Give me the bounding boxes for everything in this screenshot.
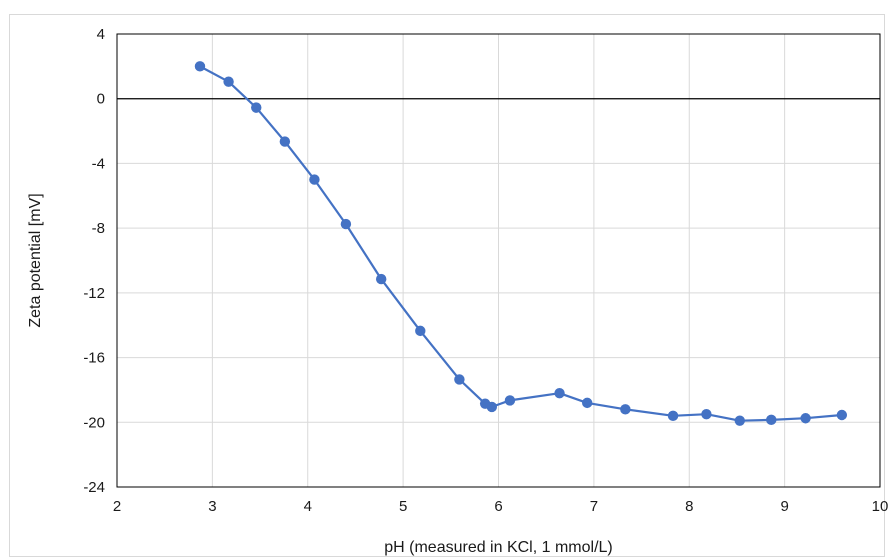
x-tick-label: 2 [113,498,121,515]
data-point [554,387,565,399]
data-point [734,415,745,426]
x-tick-label: 8 [685,498,693,515]
y-tick-label: -8 [92,220,105,237]
plot-border [116,33,881,488]
data-point [836,409,848,421]
data-point [415,325,426,337]
data-point [486,401,498,413]
axis-layer [116,33,881,488]
series-layer [194,61,848,426]
y-tick-label: -12 [83,285,105,302]
data-point [194,61,206,72]
data-point [454,374,465,385]
series-line [199,65,842,422]
data-point [251,102,262,113]
y-tick-label: -20 [83,414,105,431]
x-tick-label: 9 [780,498,788,515]
x-tick-label: 3 [208,498,216,515]
y-axis-title: Zeta potential [mV] [27,193,44,327]
data-point [309,174,320,185]
y-tick-label: 0 [97,91,105,108]
data-point [279,136,291,147]
x-tick-label: 5 [399,498,407,515]
y-tick-label: -16 [83,350,105,367]
data-point [504,395,516,406]
x-tick-label: 10 [872,498,889,515]
label-layer: 2 3 4 5 6 7 8 9 10 -24 -20 -16 -12 -8 -4 0 4 [83,26,888,515]
y-tick-label: -24 [83,479,105,496]
x-axis-title: pH (measured in KCl, 1 mmol/L) [384,539,613,556]
data-point [340,218,352,230]
data-point [223,76,234,87]
data-point [701,408,712,420]
data-point [581,397,593,409]
x-tick-label: 6 [494,498,502,515]
data-point [620,404,631,415]
y-tick-label: -4 [92,155,105,172]
y-tick-label: 4 [97,26,105,43]
data-point [766,414,777,426]
data-point [375,273,387,285]
data-point [800,413,811,424]
x-tick-label: 7 [590,498,598,515]
chart-frame [9,14,885,557]
x-tick-label: 4 [304,498,312,515]
data-point [667,410,679,422]
